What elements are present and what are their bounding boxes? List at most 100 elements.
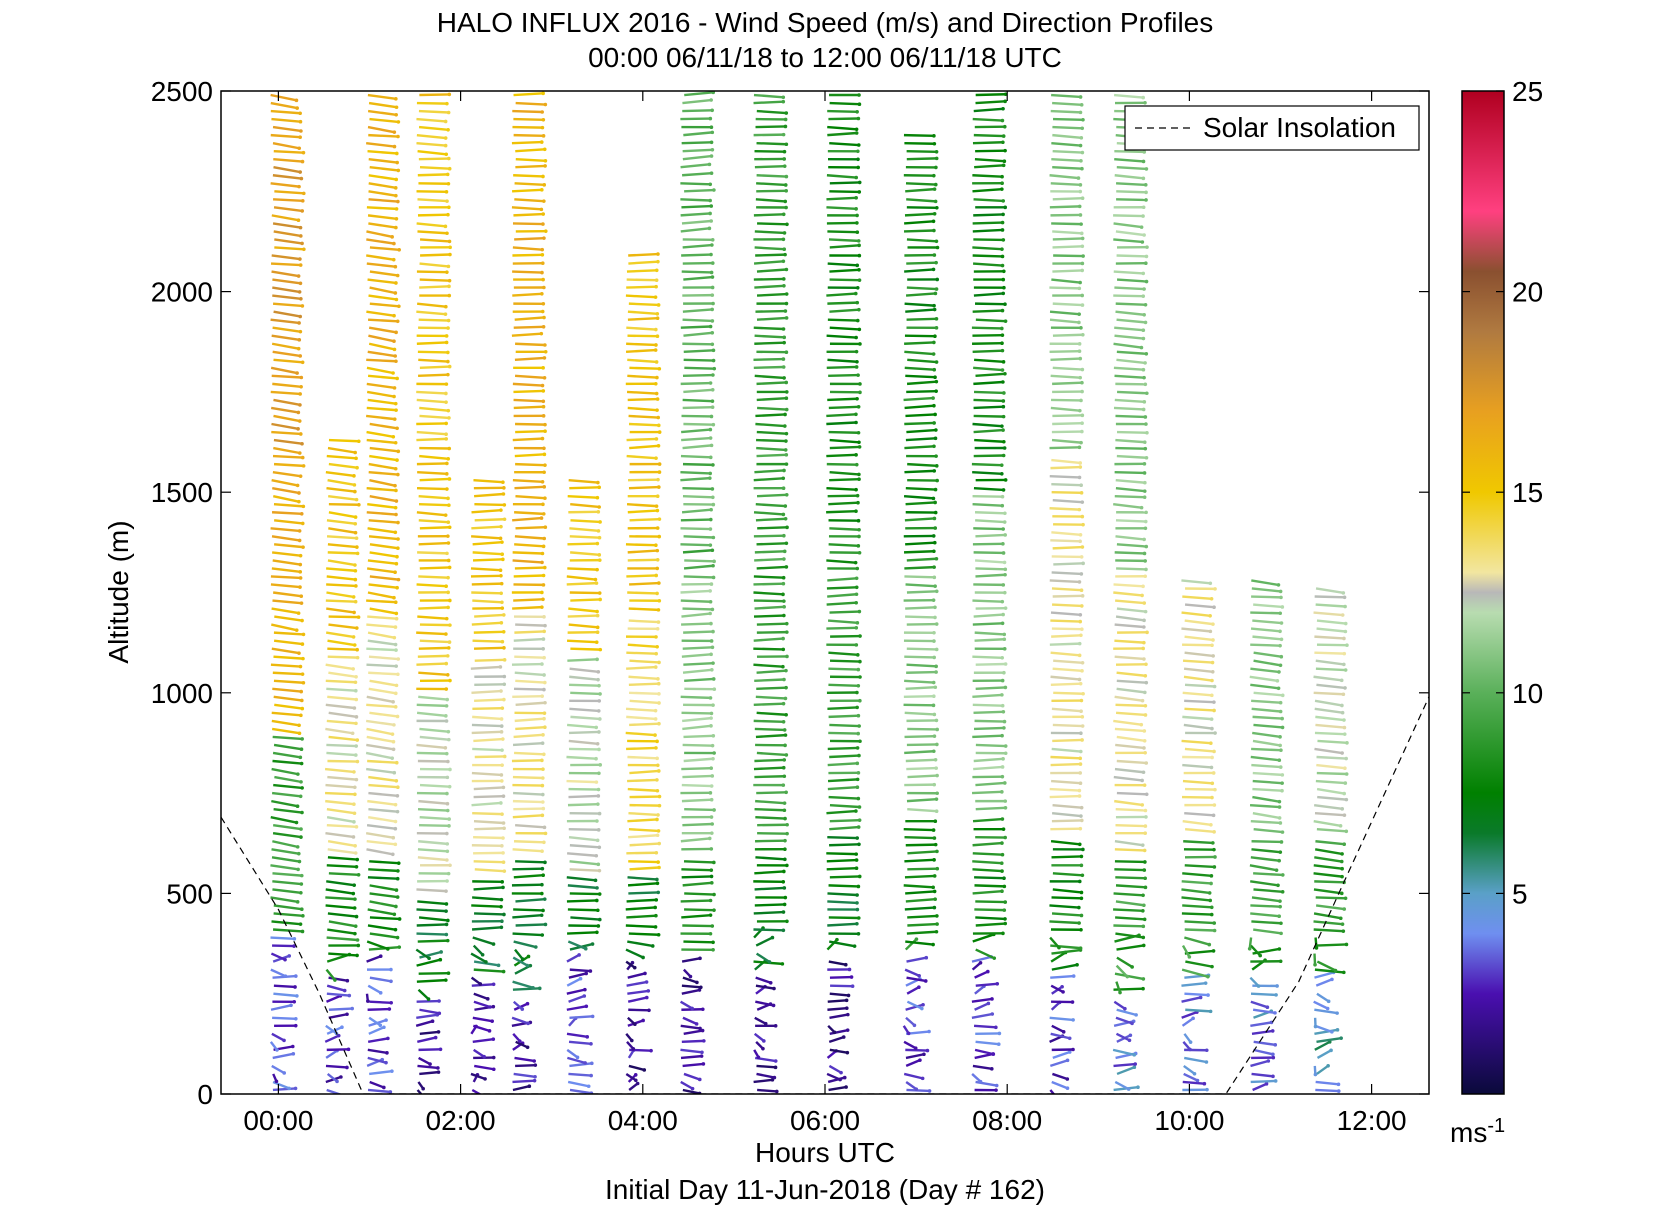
wind-barb-head <box>698 1026 702 1031</box>
wind-barb-head <box>1067 1036 1072 1041</box>
wind-barb <box>972 622 1003 626</box>
wind-barb <box>270 896 298 904</box>
wind-barb <box>369 1000 392 1004</box>
wind-barb-head <box>597 699 602 703</box>
wind-barb-head <box>1278 899 1282 903</box>
wind-barb-head <box>768 981 773 985</box>
wind-barb <box>971 997 993 1003</box>
wind-barb-head <box>1141 176 1146 181</box>
wind-barb <box>418 373 448 378</box>
wind-barb <box>327 478 355 487</box>
wind-barb <box>1115 932 1144 939</box>
wind-barb-head <box>395 273 400 278</box>
wind-barb <box>681 875 712 879</box>
wind-barb-head <box>501 885 505 890</box>
wind-barb <box>627 397 658 402</box>
wind-barb <box>829 244 860 249</box>
wind-barb <box>903 495 934 500</box>
wind-barb <box>974 638 1005 642</box>
wind-barb <box>416 662 447 666</box>
wind-barb-head <box>1343 896 1348 901</box>
wind-barb-head <box>709 204 714 208</box>
wind-barb <box>974 719 1005 723</box>
wind-barb <box>274 703 303 710</box>
wind-barb <box>273 743 302 751</box>
wind-barb-head <box>1143 480 1147 485</box>
wind-barb-head <box>301 632 306 637</box>
wind-barb-head <box>355 938 360 942</box>
wind-barb-head <box>297 859 302 864</box>
wind-barb-head <box>708 436 713 440</box>
wind-barb <box>326 1072 338 1083</box>
wind-barb-head <box>933 199 938 204</box>
wind-barb-head <box>393 826 398 831</box>
wind-barb-head <box>855 285 860 290</box>
wind-barb-head <box>920 1076 925 1081</box>
wind-barb <box>367 214 397 220</box>
wind-barb-head <box>541 873 545 878</box>
wind-barb <box>569 968 591 973</box>
wind-barb <box>906 286 937 291</box>
wind-barb-head <box>395 585 399 590</box>
wind-barb <box>326 1088 343 1094</box>
wind-barb-head <box>1001 488 1006 492</box>
wind-barb <box>1315 659 1345 666</box>
wind-barb <box>1181 1017 1194 1027</box>
wind-barb <box>369 246 400 251</box>
wind-barb-head <box>444 719 449 723</box>
wind-barb <box>272 326 301 333</box>
wind-barb-head <box>655 408 659 412</box>
wind-barb-head <box>1279 654 1284 659</box>
wind-barb <box>326 1026 343 1035</box>
wind-barb-head <box>1143 831 1147 835</box>
wind-barb <box>568 836 598 842</box>
wind-barb <box>273 503 304 508</box>
wind-barb-head <box>932 228 936 233</box>
wind-barb <box>273 462 304 468</box>
wind-barb-head <box>1001 612 1005 617</box>
wind-barb-head <box>300 810 304 815</box>
wind-barb <box>754 469 785 474</box>
wind-barb-head <box>858 390 862 395</box>
wind-barb-head <box>1001 404 1006 409</box>
wind-barb-head <box>447 503 451 508</box>
wind-barb-head <box>585 1035 590 1039</box>
wind-barb <box>511 332 542 337</box>
wind-barb-head <box>784 174 789 179</box>
wind-barb-head <box>391 434 396 439</box>
wind-barb-head <box>1000 348 1005 353</box>
wind-barb-head <box>1280 781 1284 785</box>
wind-barb <box>626 914 656 919</box>
wind-barb <box>515 148 545 153</box>
wind-barb-head <box>657 721 661 726</box>
wind-barb <box>326 575 356 581</box>
wind-barb-head <box>393 705 398 709</box>
wind-barb <box>905 292 936 297</box>
wind-barb <box>417 900 447 906</box>
wind-barb-head <box>1278 663 1283 668</box>
wind-barb <box>1049 446 1080 450</box>
wind-barb-head <box>934 664 938 669</box>
wind-barb <box>903 703 934 707</box>
wind-barb-head <box>594 581 599 585</box>
wind-barb-head <box>856 916 861 920</box>
wind-barb-head <box>782 801 787 805</box>
wind-barb-head <box>1206 974 1210 979</box>
wind-barb <box>905 413 936 418</box>
wind-barb-head <box>843 962 848 967</box>
wind-barb-head <box>1001 163 1006 168</box>
wind-barb-head <box>540 741 545 745</box>
wind-barb-head <box>1342 595 1347 600</box>
wind-barb <box>972 187 1002 193</box>
wind-barb-head <box>1343 629 1348 634</box>
wind-barb <box>327 848 356 855</box>
wind-barb <box>680 1054 702 1060</box>
chart-subtitle: 00:00 06/11/18 to 12:00 06/11/18 UTC <box>588 42 1062 73</box>
wind-barb-head <box>1000 678 1005 683</box>
wind-barb-head <box>784 431 789 436</box>
wind-barb <box>903 1072 923 1080</box>
wind-barb-head <box>782 340 786 345</box>
wind-barb <box>473 794 504 799</box>
wind-barb <box>904 421 935 426</box>
wind-barb-head <box>356 439 361 444</box>
